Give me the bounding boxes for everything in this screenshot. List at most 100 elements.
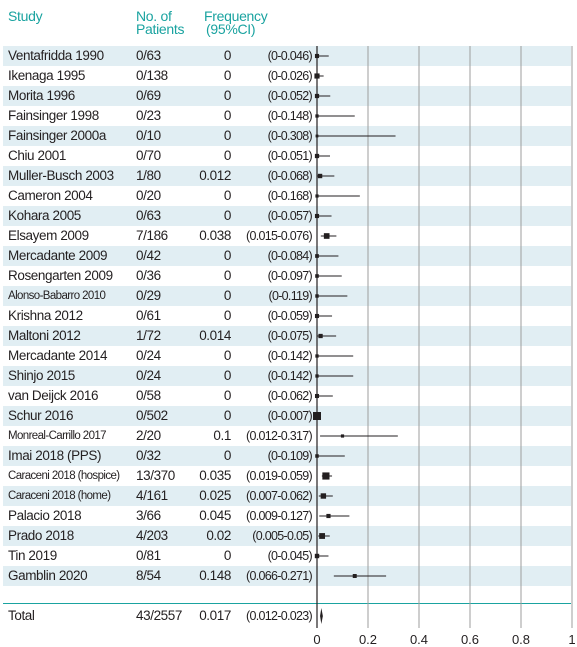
study-estimate-square <box>314 213 320 219</box>
study-estimate-square <box>315 294 319 298</box>
study-patients: 0/138 <box>136 68 168 83</box>
study-name: Caraceni 2018 (home) <box>8 490 111 502</box>
study-name: Krishna 2012 <box>8 308 83 323</box>
study-frequency: 0 <box>223 248 232 263</box>
study-name: van Deijck 2016 <box>8 388 99 403</box>
study-patients: 0/61 <box>136 308 161 323</box>
study-estimate-square <box>315 194 319 198</box>
row-stripe <box>3 286 571 306</box>
study-ci: (0-0.109) <box>267 449 313 463</box>
study-patients: 0/36 <box>136 268 161 283</box>
study-estimate-square <box>315 374 319 378</box>
study-estimate-square <box>314 53 320 59</box>
study-patients: 2/20 <box>136 428 161 443</box>
study-estimate-square <box>320 493 327 499</box>
study-frequency: 0.02 <box>206 528 231 543</box>
study-patients: 0/58 <box>136 388 161 403</box>
study-ci: (0-0.148) <box>267 109 313 123</box>
study-estimate-square <box>313 412 321 420</box>
study-name: Schur 2016 <box>8 408 74 423</box>
x-tick-label: 1 <box>568 632 576 647</box>
study-estimate-square <box>315 354 319 358</box>
study-estimate-square <box>317 173 323 179</box>
study-ci: (0-0.084) <box>267 249 313 263</box>
study-frequency: 0 <box>223 368 232 383</box>
study-ci: (0-0.052) <box>267 89 313 103</box>
study-patients: 0/42 <box>136 248 161 263</box>
study-frequency: 0 <box>223 128 232 143</box>
study-estimate-square <box>314 93 320 99</box>
study-name: Mercadante 2009 <box>8 248 108 263</box>
total-label: Total <box>8 608 35 623</box>
study-patients: 0/81 <box>136 548 161 563</box>
study-ci: (0-0.075) <box>267 329 313 343</box>
total-patients: 43/2557 <box>136 608 182 623</box>
study-ci: (0.066-0.271) <box>246 569 313 583</box>
study-frequency: 0 <box>223 68 232 83</box>
study-estimate-square <box>352 574 357 578</box>
x-tick-label: 0 <box>313 632 321 647</box>
study-patients: 4/203 <box>136 528 168 543</box>
study-patients: 0/63 <box>136 48 161 63</box>
study-frequency: 0 <box>223 308 232 323</box>
study-estimate-square <box>315 454 319 458</box>
study-patients: 0/29 <box>136 288 161 303</box>
row-stripe <box>3 566 571 586</box>
study-patients: 0/10 <box>136 128 161 143</box>
row-stripe <box>3 246 571 266</box>
study-frequency: 0 <box>223 48 232 63</box>
study-estimate-square <box>315 114 319 118</box>
study-name: Muller-Busch 2003 <box>8 168 114 183</box>
study-name: Rosengarten 2009 <box>8 268 113 283</box>
study-estimate-square <box>314 153 320 159</box>
study-patients: 0/20 <box>136 188 161 203</box>
study-frequency: 0 <box>223 108 232 123</box>
study-estimate-square <box>314 73 320 79</box>
study-estimate-square <box>314 553 320 559</box>
study-name: Tin 2019 <box>8 548 57 563</box>
row-stripe <box>3 206 571 226</box>
study-ci: (0.012-0.317) <box>246 429 313 443</box>
patients-column-header-line1: No. of <box>136 8 172 24</box>
study-ci: (0-0.059) <box>267 309 313 323</box>
study-frequency: 0.035 <box>199 468 231 483</box>
pooled-estimate-diamond <box>320 608 323 624</box>
study-ci: (0-0.057) <box>267 209 313 223</box>
study-column-header: Study <box>8 8 43 24</box>
study-frequency: 0.012 <box>199 168 231 183</box>
study-frequency: 0 <box>223 188 232 203</box>
study-ci: (0-0.119) <box>268 289 313 303</box>
study-ci: (0.019-0.059) <box>246 469 313 483</box>
study-patients: 7/186 <box>136 228 168 243</box>
row-stripe <box>3 446 571 466</box>
row-stripe <box>3 486 571 506</box>
study-name: Kohara 2005 <box>8 208 81 223</box>
study-ci: (0-0.007) <box>267 409 313 423</box>
study-name: Chiu 2001 <box>8 148 66 163</box>
row-stripe <box>3 326 571 346</box>
study-ci: (0-0.142) <box>267 349 313 363</box>
total-ci: (0.012-0.023) <box>246 609 313 623</box>
study-ci: (0-0.062) <box>267 389 313 403</box>
study-patients: 13/370 <box>136 468 175 483</box>
study-ci: (0.005-0.05) <box>252 529 312 543</box>
study-frequency: 0 <box>223 208 232 223</box>
study-name: Alonso-Babarro 2010 <box>8 290 106 302</box>
row-stripe <box>3 406 571 426</box>
study-name: Gamblin 2020 <box>8 568 88 583</box>
frequency-column-header-line1: Frequency <box>204 8 268 24</box>
study-name: Cameron 2004 <box>8 188 93 203</box>
study-ci: (0.009-0.127) <box>246 509 313 523</box>
study-patients: 8/54 <box>136 568 161 583</box>
study-name: Fainsinger 2000a <box>8 128 106 143</box>
study-frequency: 0.148 <box>199 568 231 583</box>
study-name: Maltoni 2012 <box>8 328 81 343</box>
study-ci: (0-0.046) <box>267 49 313 63</box>
study-patients: 1/72 <box>136 328 161 343</box>
study-name: Prado 2018 <box>8 528 74 543</box>
study-frequency: 0.1 <box>213 428 231 443</box>
patients-column-header-line2: Patients <box>136 21 185 37</box>
study-ci: (0-0.308) <box>267 129 313 143</box>
study-frequency: 0.045 <box>199 508 231 523</box>
study-ci: (0-0.142) <box>267 369 313 383</box>
